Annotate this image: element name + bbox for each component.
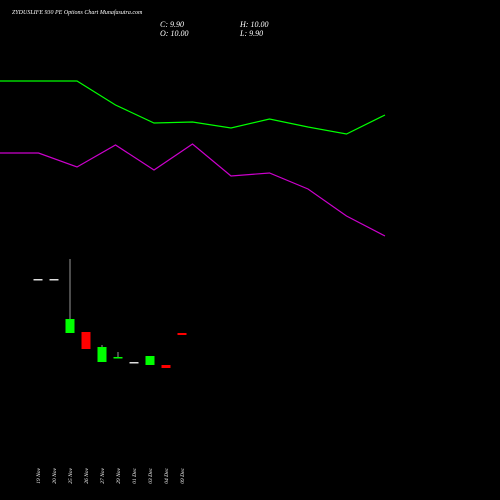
low-label: L: 9.90 xyxy=(239,29,263,38)
x-tick-label: 29 Nov xyxy=(116,467,122,483)
x-tick-label: 20 Nov xyxy=(52,467,58,483)
candle-body xyxy=(113,357,123,359)
candle-body xyxy=(81,332,91,349)
candle-body xyxy=(65,319,75,333)
candle-body xyxy=(97,347,107,362)
close-label: C: 9.90 xyxy=(160,20,184,29)
candle-body xyxy=(33,279,43,281)
x-tick-label: 09 Dec xyxy=(180,467,186,483)
x-tick-label: 03 Dec xyxy=(148,467,154,483)
high-label: H: 10.00 xyxy=(239,20,268,29)
x-tick-label: 27 Nov xyxy=(100,467,106,483)
open-label: O: 10.00 xyxy=(160,29,188,38)
x-tick-label: 01 Dec xyxy=(132,467,138,483)
x-tick-label: 25 Nov xyxy=(68,467,74,483)
trend-line xyxy=(0,143,386,237)
candle-body xyxy=(145,356,155,365)
x-tick-label: 26 Nov xyxy=(84,467,90,483)
trend-line xyxy=(0,80,386,135)
chart-title: ZYDUSLIFE 930 PE Options Chart Munafasut… xyxy=(12,9,143,16)
candle-body xyxy=(129,362,139,364)
candle-body xyxy=(49,279,59,281)
x-tick-label: 04 Dec xyxy=(163,467,170,483)
candle-body xyxy=(177,333,187,335)
candle-body xyxy=(161,365,171,368)
x-tick-label: 19 Nov xyxy=(36,467,42,483)
